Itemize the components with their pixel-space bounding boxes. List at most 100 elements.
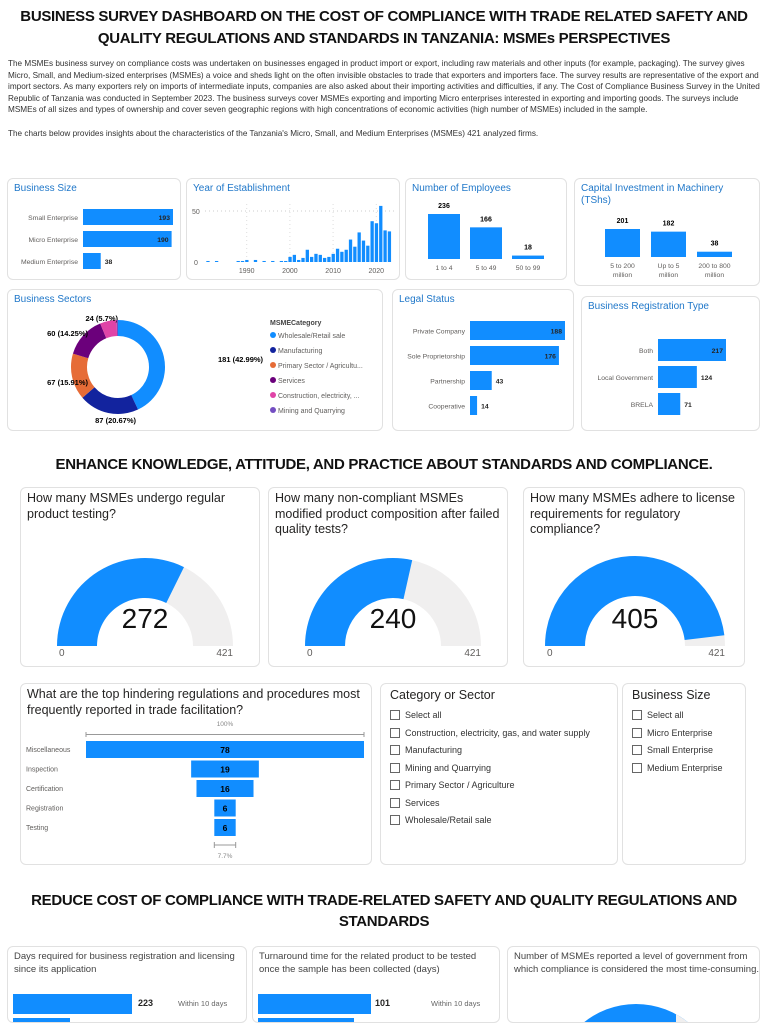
- slicer-item[interactable]: Medium Enterprise: [632, 762, 723, 773]
- axis-tick-label: 200 to 800: [698, 263, 730, 270]
- business-size-slicer[interactable]: Business Size Select all Micro Enterprise S…: [622, 683, 746, 865]
- bar: [353, 246, 357, 262]
- checkbox[interactable]: [390, 815, 400, 825]
- legend-marker: [270, 407, 276, 413]
- employees-card[interactable]: Number of Employees 236 1 to 4 166 5 to 49 18…: [405, 178, 567, 280]
- checkbox[interactable]: [390, 797, 400, 808]
- business-sectors-card[interactable]: Business Sectors 181 (42.99%) 87 (20.67%) 6…: [7, 289, 383, 431]
- slicer-item[interactable]: Construction, electricity, gas, and wate…: [390, 727, 590, 738]
- government-level-card[interactable]: Number of MSMEs reported a level of gove…: [507, 946, 760, 1023]
- y-tick-label: 50: [192, 209, 200, 216]
- bar-category: Cooperative: [428, 404, 465, 411]
- card-title: Legal Status: [399, 294, 455, 305]
- bar-value: 193: [159, 215, 171, 222]
- slicer-item[interactable]: Primary Sector / Agriculture: [390, 780, 515, 790]
- slicer-item-label: Micro Enterprise: [647, 727, 713, 738]
- bar: [470, 227, 502, 259]
- bar: [297, 259, 301, 262]
- bar: [348, 239, 353, 262]
- data-label: 60 (14.25%): [47, 329, 88, 338]
- slicer-item[interactable]: Manufacturing: [390, 745, 462, 755]
- bar-value: 190: [157, 237, 169, 244]
- bar: [258, 994, 371, 1014]
- legal-status-card[interactable]: Legal Status Private Company 188 Sole Propr…: [392, 289, 574, 431]
- registration-chart: Both 217 Local Government 124 BRELA 71: [597, 339, 726, 415]
- bar: [327, 256, 331, 262]
- slicer-item-label: Primary Sector / Agriculture: [405, 780, 515, 790]
- bar: [387, 231, 392, 262]
- donut-slice: [118, 320, 166, 410]
- funnel-bar: [214, 799, 236, 817]
- checkbox[interactable]: [632, 727, 642, 738]
- gauge-min: 0: [307, 648, 313, 659]
- bar: [245, 259, 249, 262]
- gauge-fill: [57, 558, 184, 646]
- checkbox[interactable]: [390, 727, 400, 738]
- category-slicer[interactable]: Category or Sector Select all Construction…: [380, 683, 618, 865]
- bar: [236, 260, 240, 262]
- donut-slice: [116, 320, 118, 337]
- card-title: Turnaround time for the related product …: [259, 951, 477, 975]
- year-chart: 50 0 1990 2000 2010 2020: [192, 204, 397, 275]
- year-card[interactable]: Year of Establishment 50 0 1990 2000 2010 2020: [186, 178, 400, 280]
- bar: [13, 994, 132, 1014]
- bar-category: Local Government: [597, 375, 653, 382]
- hindering-regulations-card[interactable]: What are the top hindering regulations a…: [20, 683, 372, 865]
- funnel-bar: [196, 780, 254, 797]
- x-tick-label: 2000: [282, 268, 298, 275]
- bar: [470, 346, 559, 365]
- section-knowledge-title: ENHANCE KNOWLEDGE, ATTITUDE, AND PRACTIC…: [55, 456, 713, 473]
- checkbox[interactable]: [632, 745, 642, 755]
- checkbox[interactable]: [632, 762, 642, 773]
- bar: [697, 251, 732, 257]
- funnel-top-label: 100%: [217, 721, 234, 728]
- gauge-card-modified-composition[interactable]: How many non-compliant MSMEs modified pr…: [268, 487, 508, 667]
- testing-turnaround-card[interactable]: Turnaround time for the related product …: [252, 946, 500, 1023]
- slicer-item[interactable]: Micro Enterprise: [632, 727, 713, 738]
- slicer-item[interactable]: Services: [390, 797, 440, 808]
- checkbox[interactable]: [390, 710, 400, 720]
- bar-value: 166: [480, 216, 492, 223]
- bar: [279, 260, 284, 262]
- gauge-max: 421: [464, 648, 481, 659]
- registration-card[interactable]: Business Registration Type Both 217 Local G…: [581, 296, 760, 431]
- funnel-bottom-bracket: [213, 842, 237, 848]
- gauge-chart: 405 0 421: [545, 556, 725, 659]
- gauge-card-license[interactable]: How many MSMEs adhere to license require…: [523, 487, 745, 667]
- capital-card[interactable]: Capital Investment in Machinery (TShs) 20…: [574, 178, 760, 286]
- slicer-item[interactable]: Wholesale/Retail sale: [390, 815, 492, 825]
- x-tick-label: 1990: [239, 268, 255, 275]
- bar-value: 201: [617, 218, 629, 225]
- slicer-title: Category or Sector: [390, 688, 495, 702]
- legend-item: Mining and Quarrying: [278, 408, 345, 415]
- data-label: 67 (15.91%): [47, 378, 88, 387]
- checkbox[interactable]: [390, 745, 400, 755]
- legend-item: Wholesale/Retail sale: [278, 333, 345, 340]
- bar: [357, 232, 361, 262]
- axis-tick-label: Up to 5: [658, 263, 680, 270]
- slicer-item[interactable]: Select all: [632, 710, 684, 720]
- gauge-card-product-testing[interactable]: How many MSMEs undergo regular product t…: [20, 487, 260, 667]
- bar: [206, 260, 210, 262]
- capital-chart: 201 5 to 200 million 182 Up to 5 million 38 200…: [605, 218, 732, 279]
- axis-tick-label: million: [705, 272, 724, 279]
- funnel-value: 6: [223, 823, 228, 833]
- card-title: Business Size: [14, 183, 77, 194]
- checkbox[interactable]: [632, 710, 642, 720]
- funnel-bar: [214, 819, 236, 836]
- checkbox[interactable]: [390, 780, 400, 790]
- funnel-category: Testing: [26, 825, 48, 832]
- slicer-item-label: Mining and Quarrying: [405, 762, 492, 773]
- slicer-item[interactable]: Select all: [390, 710, 442, 720]
- slicer-item[interactable]: Small Enterprise: [632, 745, 713, 755]
- legend-marker: [270, 347, 276, 353]
- card-title: Days required for business registration …: [14, 951, 235, 975]
- slicer-title: Business Size: [632, 688, 711, 702]
- bar: [314, 253, 318, 262]
- slicer-item[interactable]: Mining and Quarrying: [390, 762, 492, 773]
- registration-days-card[interactable]: Days required for business registration …: [7, 946, 247, 1023]
- axis-tick-label: 1 to 4: [435, 265, 452, 272]
- checkbox[interactable]: [390, 762, 400, 773]
- donut-slice: [71, 353, 95, 398]
- business-size-card[interactable]: Business Size Small Enterprise 193 Micro En…: [7, 178, 181, 280]
